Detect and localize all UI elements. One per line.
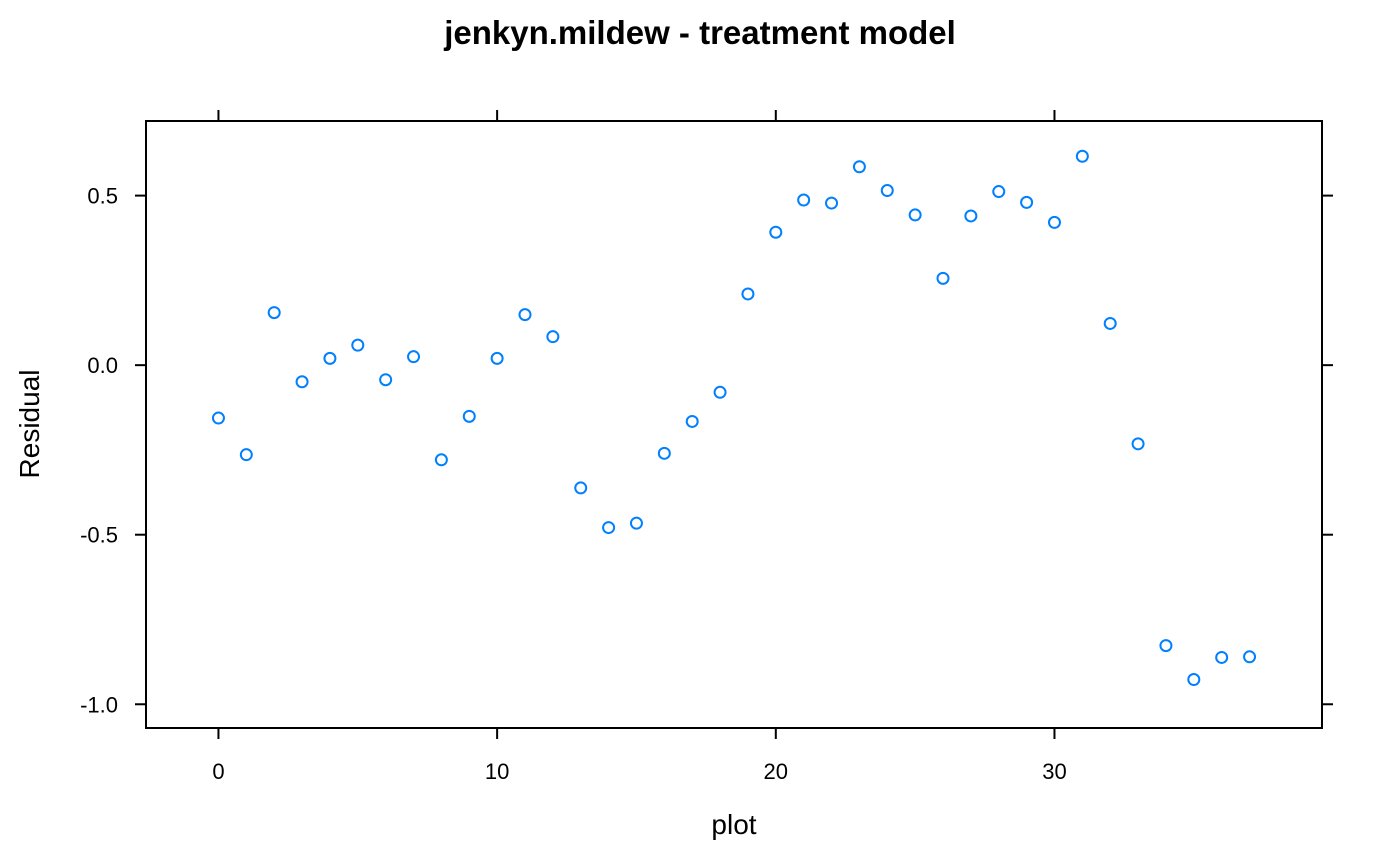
x-axis-label: plot (711, 809, 756, 840)
data-point (1215, 650, 1229, 664)
data-point (1075, 149, 1089, 163)
data-point (1131, 437, 1145, 451)
data-point (629, 516, 643, 530)
chart-title: jenkyn.mildew - treatment model (443, 14, 956, 51)
x-axis: 0 10 20 30 (212, 110, 1067, 784)
data-point (379, 373, 393, 387)
data-point (1187, 673, 1201, 687)
x-tick-label: 30 (1042, 759, 1066, 784)
data-point (769, 225, 783, 239)
data-point (434, 453, 448, 467)
data-point (602, 521, 616, 535)
data-point (546, 330, 560, 344)
data-points (211, 149, 1257, 687)
y-axis: -1.0 -0.5 0.0 0.5 (80, 184, 1333, 717)
data-point (239, 448, 253, 462)
plot-frame (145, 120, 1323, 729)
x-tick-label: 20 (764, 759, 788, 784)
data-point (992, 185, 1006, 199)
y-tick-label: -1.0 (80, 692, 118, 717)
data-point (1243, 650, 1257, 664)
x-tick-label: 0 (212, 759, 224, 784)
data-point (1103, 316, 1117, 330)
data-point (685, 414, 699, 428)
data-point (462, 409, 476, 423)
y-axis-label: Residual (14, 370, 45, 479)
data-point (490, 351, 504, 365)
y-tick-label: 0.5 (87, 184, 118, 209)
data-point (964, 209, 978, 223)
x-tick-label: 10 (485, 759, 509, 784)
data-point (936, 271, 950, 285)
data-point (825, 196, 839, 210)
data-point (1047, 215, 1061, 229)
data-point (407, 350, 421, 364)
data-point (518, 308, 532, 322)
data-point (295, 375, 309, 389)
data-point (713, 385, 727, 399)
data-point (657, 446, 671, 460)
data-point (852, 160, 866, 174)
data-point (574, 481, 588, 495)
data-point (267, 306, 281, 320)
y-tick-label: 0.0 (87, 353, 118, 378)
data-point (880, 184, 894, 198)
data-point (908, 208, 922, 222)
data-point (211, 411, 225, 425)
data-point (797, 193, 811, 207)
data-point (741, 287, 755, 301)
y-tick-label: -0.5 (80, 523, 118, 548)
data-point (1159, 639, 1173, 653)
data-point (323, 351, 337, 365)
data-point (1020, 195, 1034, 209)
data-point (351, 338, 365, 352)
